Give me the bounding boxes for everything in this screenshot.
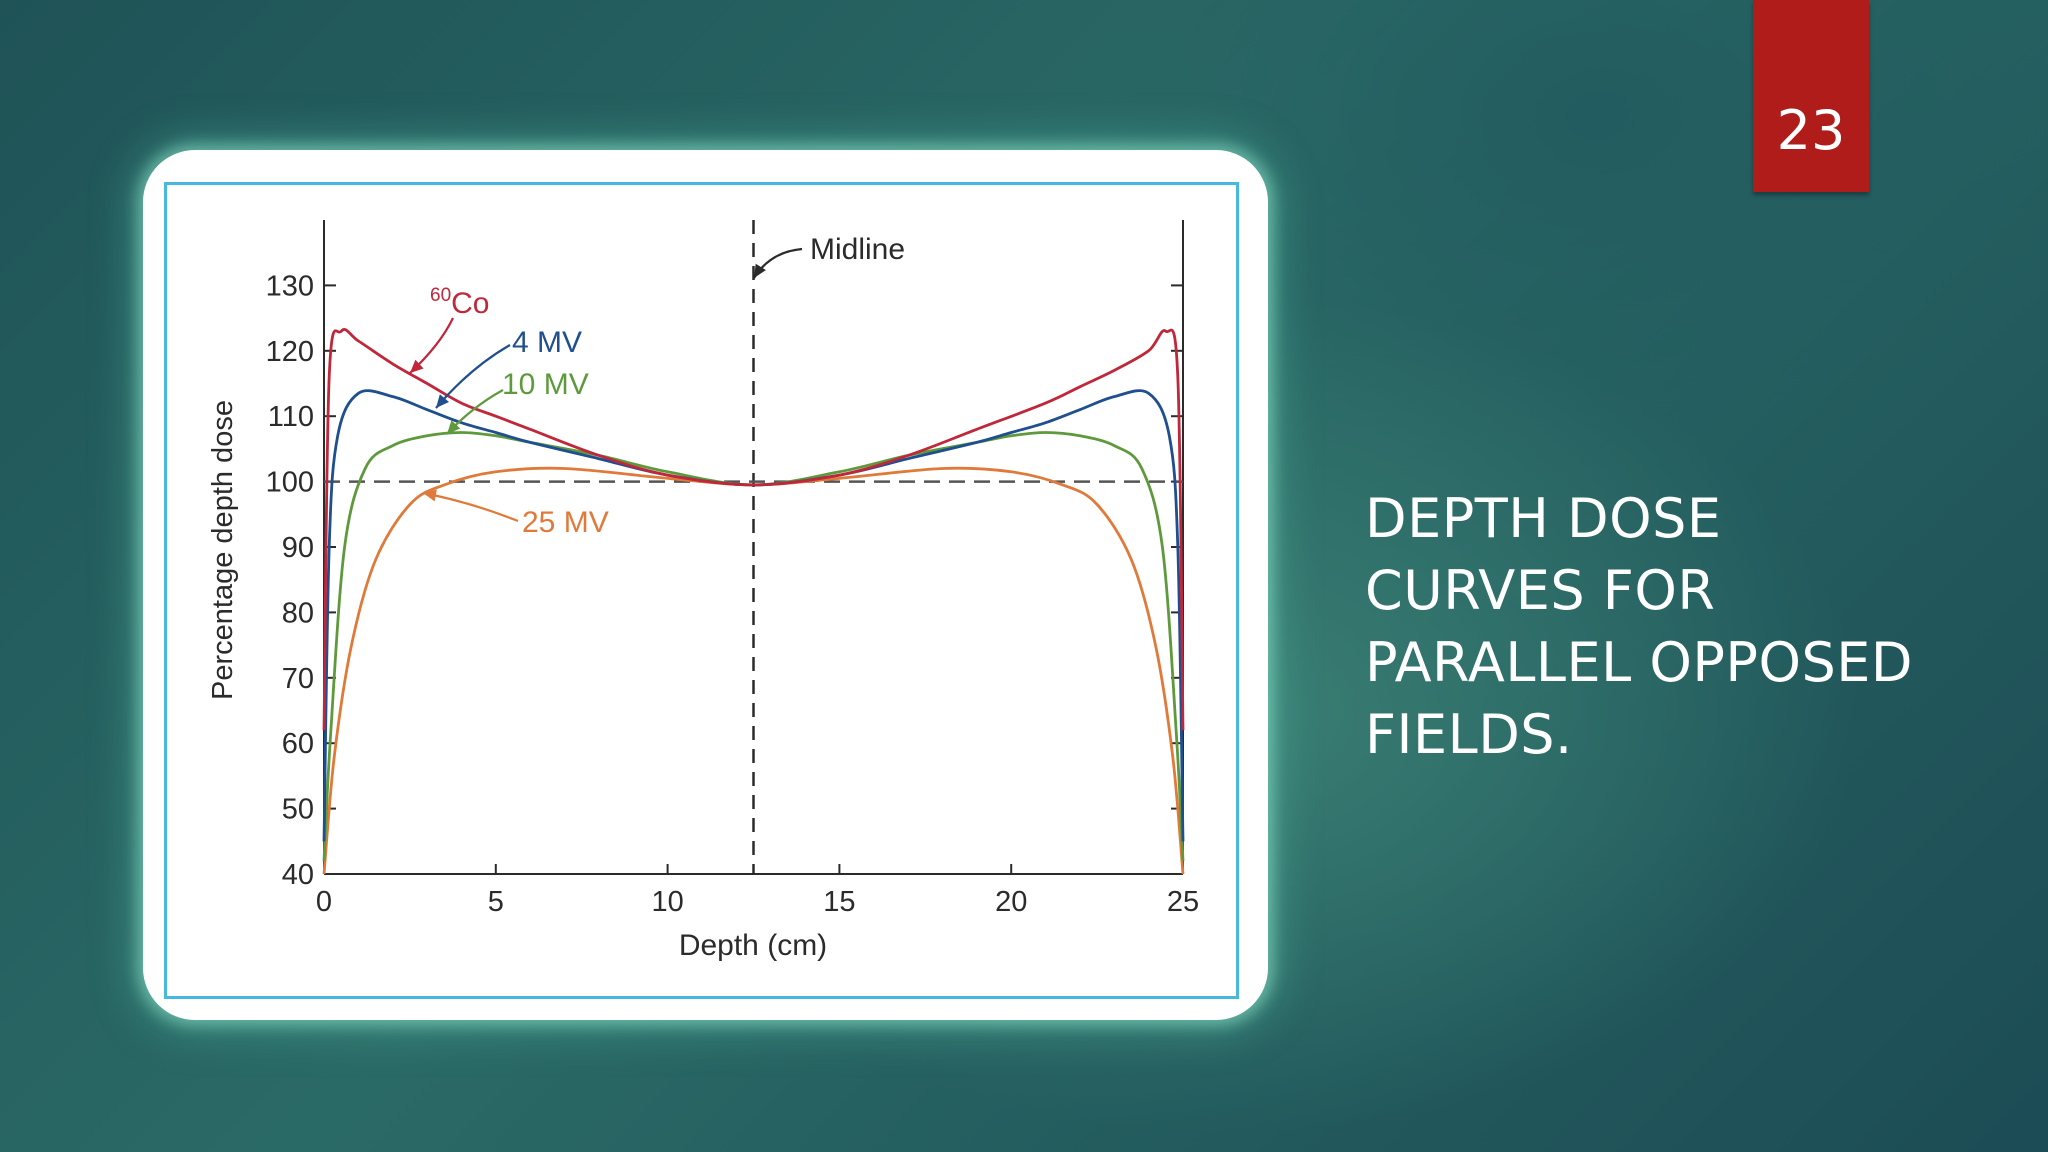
y-tick-label: 70 — [282, 663, 314, 695]
y-axis-label: Percentage depth dose — [207, 400, 239, 700]
y-tick-label: 90 — [282, 532, 314, 564]
x-tick-label: 25 — [1167, 886, 1199, 918]
y-tick-label: 60 — [282, 728, 314, 760]
caption-line-3: PARALLEL OPPOSED — [1365, 631, 1913, 694]
mv4-label: 4 MV — [512, 326, 582, 359]
x-tick-label: 0 — [316, 886, 332, 918]
midline-pointer — [753, 247, 803, 279]
y-tick-label: 130 — [266, 270, 314, 302]
x-tick-label: 20 — [995, 886, 1027, 918]
reference-lines — [324, 220, 1183, 874]
mv10-label: 10 MV — [502, 368, 589, 401]
mv4-pointer-head — [436, 394, 449, 408]
label-pointers — [409, 247, 803, 523]
slide-number: 23 — [1776, 99, 1846, 162]
y-tick-label: 80 — [282, 597, 314, 629]
midline-label: Midline — [810, 233, 905, 266]
y-tick-label: 50 — [282, 794, 314, 826]
x-tick-label: 5 — [488, 886, 504, 918]
slide-caption: DEPTH DOSE CURVES FOR PARALLEL OPPOSED F… — [1365, 483, 2005, 771]
y-tick-label: 40 — [282, 859, 314, 891]
co60-pointer-head — [410, 359, 424, 373]
series-line-60co — [322, 328, 1185, 731]
caption-line-2: CURVES FOR — [1365, 559, 1716, 622]
midline-pointer-head — [754, 263, 766, 278]
x-axis-label: Depth (cm) — [679, 929, 827, 962]
co60-label-text: Co — [451, 287, 489, 320]
series-lines — [322, 328, 1185, 875]
figure-frame — [164, 182, 1239, 999]
axes: 40 50 60 70 80 90 100 110 120 130 0 5 10 15 20 25 — [266, 220, 1199, 918]
slide-number-badge: 23 — [1753, 0, 1869, 192]
chart-labels: Depth (cm) Percentage depth dose Midline… — [207, 233, 905, 962]
caption-line-1: DEPTH DOSE — [1365, 487, 1722, 550]
x-tick-label: 10 — [651, 886, 683, 918]
mv25-pointer-head — [423, 489, 437, 502]
mv25-pointer — [422, 491, 519, 523]
caption-line-4: FIELDS. — [1365, 703, 1573, 766]
mv25-label: 25 MV — [522, 506, 609, 539]
mv4-pointer — [435, 344, 511, 409]
mv10-pointer-head — [447, 420, 461, 434]
co60-label-superscript: 60 — [430, 285, 451, 306]
y-tick-label: 100 — [266, 467, 314, 499]
y-tick-label: 110 — [268, 401, 314, 433]
y-tick-label: 120 — [266, 336, 314, 368]
co60-label: 60Co — [430, 285, 490, 320]
x-tick-label: 15 — [823, 886, 855, 918]
